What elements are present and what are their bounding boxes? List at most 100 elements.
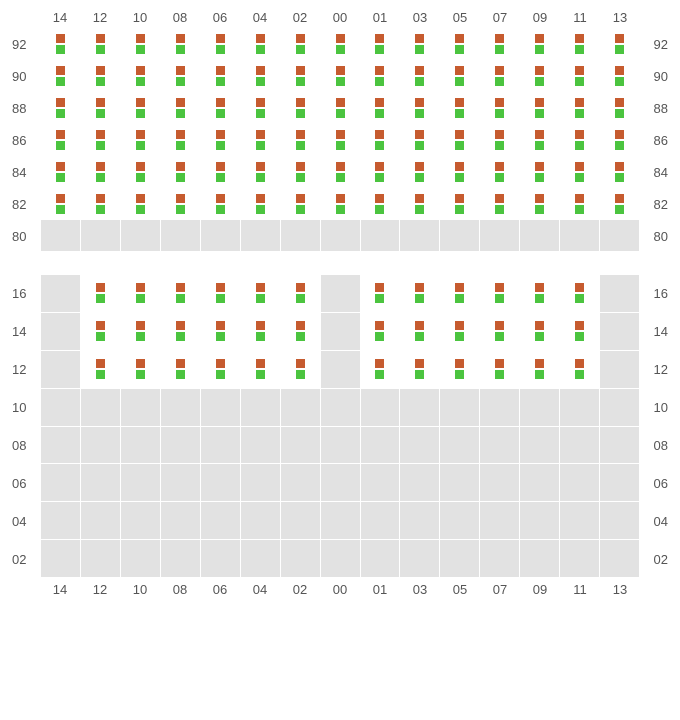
grid-cell	[241, 93, 281, 125]
x-axis-label: 03	[400, 582, 440, 597]
grid-cell	[520, 389, 560, 427]
status-marker-b	[495, 205, 504, 214]
status-marker-b	[575, 205, 584, 214]
status-marker-b	[216, 77, 225, 86]
status-marker-a	[415, 98, 424, 107]
grid-cell	[400, 540, 440, 578]
x-axis-label: 12	[80, 10, 120, 25]
grid-cell	[281, 313, 321, 351]
status-marker-a	[256, 34, 265, 43]
x-axis-label: 05	[440, 10, 480, 25]
grid-cell	[201, 464, 241, 502]
x-axis-label: 07	[480, 10, 520, 25]
status-marker-a	[455, 34, 464, 43]
status-marker-b	[495, 77, 504, 86]
status-marker-b	[495, 141, 504, 150]
grid-cell	[361, 93, 401, 125]
status-marker-b	[375, 332, 384, 341]
grid-cell	[361, 125, 401, 157]
grid-cell	[161, 389, 201, 427]
status-marker-b	[176, 370, 185, 379]
grid-cell	[520, 93, 560, 125]
status-marker-a	[535, 321, 544, 330]
grid-cell	[321, 502, 361, 540]
grid-cell	[281, 61, 321, 93]
grid-cell	[241, 220, 281, 252]
status-marker-b	[375, 370, 384, 379]
grid-cell	[480, 29, 520, 61]
status-marker-a	[375, 194, 384, 203]
grid-cell	[560, 351, 600, 389]
status-marker-a	[96, 283, 105, 292]
status-marker-a	[495, 98, 504, 107]
status-marker-b	[296, 370, 305, 379]
grid	[40, 274, 640, 578]
y-axis-label: 82	[10, 188, 40, 220]
grid-row	[41, 389, 640, 427]
grid-cell	[281, 156, 321, 188]
grid-cell	[201, 188, 241, 220]
status-marker-a	[415, 321, 424, 330]
status-marker-b	[495, 109, 504, 118]
grid-cell	[440, 29, 480, 61]
grid-cell	[520, 502, 560, 540]
status-marker-a	[575, 162, 584, 171]
x-axis-label: 07	[480, 582, 520, 597]
status-marker-a	[256, 283, 265, 292]
status-marker-b	[455, 370, 464, 379]
status-marker-b	[96, 109, 105, 118]
status-marker-a	[455, 359, 464, 368]
grid-cell	[41, 540, 81, 578]
grid-cell	[440, 427, 480, 465]
status-marker-b	[535, 109, 544, 118]
grid-cell	[361, 220, 401, 252]
grid-cell	[440, 220, 480, 252]
y-axis-label: 80	[640, 220, 670, 252]
grid-cell	[440, 188, 480, 220]
grid-row	[41, 313, 640, 351]
status-marker-b	[296, 173, 305, 182]
y-axis-label: 12	[640, 350, 670, 388]
grid-cell	[81, 389, 121, 427]
status-marker-a	[575, 34, 584, 43]
grid-cell	[560, 464, 600, 502]
status-marker-b	[336, 45, 345, 54]
grid-cell	[241, 125, 281, 157]
status-marker-a	[455, 194, 464, 203]
status-marker-b	[415, 109, 424, 118]
status-marker-b	[176, 205, 185, 214]
x-axis-label: 08	[160, 582, 200, 597]
status-marker-a	[455, 321, 464, 330]
x-axis-label: 11	[560, 10, 600, 25]
grid-cell	[201, 29, 241, 61]
x-axis-label: 00	[320, 582, 360, 597]
status-marker-a	[415, 130, 424, 139]
grid-cell	[600, 427, 640, 465]
grid-section-upper: 9290888684828092908886848280	[10, 28, 670, 252]
grid-cell	[121, 351, 161, 389]
grid-cell	[201, 389, 241, 427]
status-marker-a	[296, 162, 305, 171]
status-marker-a	[96, 130, 105, 139]
x-axis-label: 09	[520, 10, 560, 25]
status-marker-a	[575, 321, 584, 330]
grid-cell	[81, 275, 121, 313]
status-marker-b	[575, 77, 584, 86]
grid-cell	[161, 220, 201, 252]
grid-cell	[440, 93, 480, 125]
status-marker-a	[136, 194, 145, 203]
status-marker-b	[256, 77, 265, 86]
grid-cell	[321, 464, 361, 502]
status-marker-a	[176, 194, 185, 203]
grid-row	[41, 275, 640, 313]
status-marker-b	[96, 141, 105, 150]
status-marker-a	[575, 359, 584, 368]
status-marker-a	[136, 321, 145, 330]
grid-cell	[161, 93, 201, 125]
grid-cell	[520, 188, 560, 220]
y-axis-right: 1614121008060402	[640, 274, 670, 578]
grid-cell	[41, 61, 81, 93]
grid-cell	[400, 389, 440, 427]
status-marker-b	[256, 294, 265, 303]
grid-cell	[321, 351, 361, 389]
